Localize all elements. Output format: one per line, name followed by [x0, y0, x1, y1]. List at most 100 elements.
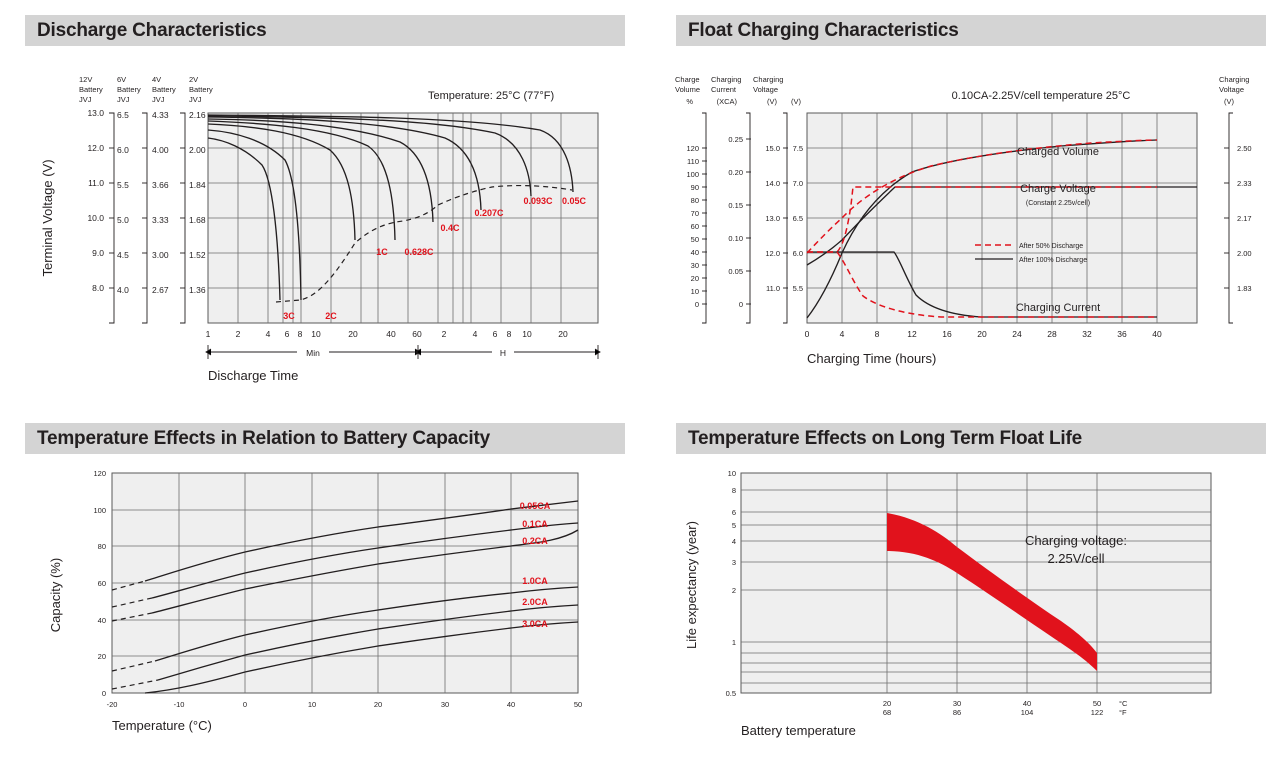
cv-tick-4: 80 [691, 196, 699, 205]
cv-tick-12: 0 [695, 300, 699, 309]
yaxis-12v-tick-4: 9.0 [92, 248, 104, 258]
cvolt-tick-0: 15.0 [765, 144, 780, 153]
yaxis-4v-tick-5: 2.67 [152, 285, 169, 295]
capacity-curve-group [111, 500, 579, 694]
cc-tick-2: 0.15 [728, 201, 743, 210]
cv-tick-0: 120 [686, 144, 699, 153]
yaxis-2v-tick-1: 2.00 [189, 145, 206, 155]
tc-xtick-0: -20 [107, 700, 118, 709]
curve-charging-current-100 [807, 251, 1157, 318]
chart-temperature-capacity: 0.05CA 0.1CA 0.2CA 1.0CA 2.0CA 3.0CA 120… [48, 469, 582, 733]
yaxis-12v-head3: JVJ [79, 95, 92, 104]
xaxis-title-floatlife: Battery temperature [741, 723, 856, 738]
xtick-1: 2 [236, 329, 241, 339]
rv-tick-0: 2.50 [1237, 144, 1252, 153]
xaxis-title-tempcap: Temperature (°C) [112, 718, 212, 733]
cv-tick-9: 30 [691, 261, 699, 270]
curve-charging-current-50 [807, 251, 1157, 318]
tc-ytick-40: 40 [98, 616, 106, 625]
tc-xtick-2: 0 [243, 700, 247, 709]
temperature-annotation: Temperature: 25°C (77°F) [428, 90, 554, 102]
tc-ytick-80: 80 [98, 542, 106, 551]
xtick-10: 4 [473, 329, 478, 339]
fl-xtick-3-c: 50 [1093, 699, 1101, 708]
tc-xtick-3: 10 [308, 700, 316, 709]
yaxis-12v-tick-1: 12.0 [87, 143, 104, 153]
xtick-13: 10 [522, 329, 532, 339]
chart-float-charging: Charged Volume Charge Voltage (Constant … [675, 75, 1252, 366]
curve-20ca-dashed [111, 679, 159, 690]
yaxis-6v: 6V Battery JVJ 6.5 6.0 5.5 5.0 4.5 4.0 [117, 75, 148, 324]
page-title-float: Float Charging Characteristics [688, 19, 959, 41]
tc-ytick-0: 0 [102, 689, 106, 698]
page-title-tempcap: Temperature Effects in Relation to Batte… [37, 427, 490, 449]
cc-tick-1: 0.20 [728, 168, 743, 177]
page-title-floatlife: Temperature Effects on Long Term Float L… [688, 427, 1082, 449]
fx-tick-2: 8 [875, 329, 880, 339]
yaxis-12v: 12V Battery JVJ 13.0 12.0 11.0 10.0 9.0 … [79, 75, 115, 324]
cv-tick-2: 100 [686, 170, 699, 179]
rv-tick-4: 1.83 [1237, 284, 1252, 293]
yaxis-6v-tick-3: 5.0 [117, 215, 129, 225]
label-20ca: 2.0CA [522, 597, 548, 607]
cv-tick-8: 40 [691, 248, 699, 257]
discharge-curve-group [207, 114, 574, 301]
yaxis-12v-head2: Battery [79, 85, 103, 94]
yaxis-6v-tick-4: 4.5 [117, 250, 129, 260]
label-005ca: 0.05CA [520, 501, 551, 511]
yaxis-2v-tick-0: 2.16 [189, 110, 206, 120]
yaxis-4v: 4V Battery JVJ 4.33 4.00 3.66 3.33 3.00 … [152, 75, 186, 324]
yaxis-12v-tick-0: 13.0 [87, 108, 104, 118]
series-label-0207c: 0.207C [474, 208, 504, 218]
yaxis-charging-voltage: Charging Voltage (V) 15.0 14.0 13.0 12.0… [753, 75, 788, 324]
float-annotation: 0.10CA-2.25V/cell temperature 25°C [952, 90, 1131, 102]
cutoff-envelope [275, 184, 573, 303]
series-label-1c: 1C [376, 247, 388, 257]
fx-tick-5: 20 [977, 329, 987, 339]
fx-tick-7: 28 [1047, 329, 1057, 339]
yaxis-4v-tick-1: 4.00 [152, 145, 169, 155]
xtick-3: 6 [285, 329, 290, 339]
chart-discharge: 3C 2C 1C 0.628C 0.4C 0.207C 0.093C 0.05C… [40, 75, 601, 383]
fx-tick-8: 32 [1082, 329, 1092, 339]
cv-tick-11: 10 [691, 287, 699, 296]
label-02ca: 0.2CA [522, 536, 548, 546]
cv-tick-5: 70 [691, 209, 699, 218]
series-label-005c: 0.05C [562, 196, 587, 206]
xtick-0: 1 [206, 329, 211, 339]
yaxis-4v-head3: JVJ [152, 95, 165, 104]
xtick-8: 60 [412, 329, 422, 339]
xband-label-min: Min [306, 348, 320, 358]
xaxis-unit-bands [205, 345, 601, 359]
header-bar-floatlife: Temperature Effects on Long Term Float L… [676, 423, 1266, 454]
yaxis-4v-tick-2: 3.66 [152, 180, 169, 190]
yaxis-4v-tick-4: 3.00 [152, 250, 169, 260]
curve-02ca-dashed [111, 612, 153, 622]
fx-tick-1: 4 [840, 329, 845, 339]
xtick-14: 20 [558, 329, 568, 339]
yaxis-2v-tick-5: 1.36 [189, 285, 206, 295]
chart-float-life: Charging voltage: 2.25V/cell 10 8 6 5 4 … [684, 469, 1212, 738]
tc-ytick-100: 100 [93, 506, 106, 515]
yaxis-cv-head1: Charge [675, 75, 700, 84]
header-bar-float: Float Charging Characteristics [676, 15, 1266, 46]
fl-xtick-3-f: 122 [1091, 708, 1104, 717]
fl-ytick-10: 10 [728, 469, 736, 478]
cc-tick-4: 0.05 [728, 267, 743, 276]
series-label-04c: 0.4C [440, 223, 460, 233]
curve-charged-volume-50 [806, 139, 1158, 254]
yaxis-cvolt-head1: Charging [753, 75, 783, 84]
yaxis-12v-tick-5: 8.0 [92, 283, 104, 293]
yaxis-right-unit: (V) [1224, 97, 1235, 106]
curve-20ca [157, 604, 579, 681]
tc-ytick-20: 20 [98, 652, 106, 661]
yaxis-ticks-tempcap: 120 100 80 60 40 20 0 [93, 469, 106, 698]
yaxis-charging-current: Charging Current (XCA) 0.25 0.20 0.15 0.… [711, 75, 751, 324]
yaxis-4v-tick-0: 4.33 [152, 110, 169, 120]
fl-ytick-05: 0.5 [726, 689, 736, 698]
fx-tick-9: 36 [1117, 329, 1127, 339]
cellv-tick-0: 7.5 [793, 144, 803, 153]
yaxis-cv-unit: % [686, 97, 693, 106]
curve-005ca-dashed [111, 580, 146, 591]
yaxis-2v-tick-4: 1.52 [189, 250, 206, 260]
